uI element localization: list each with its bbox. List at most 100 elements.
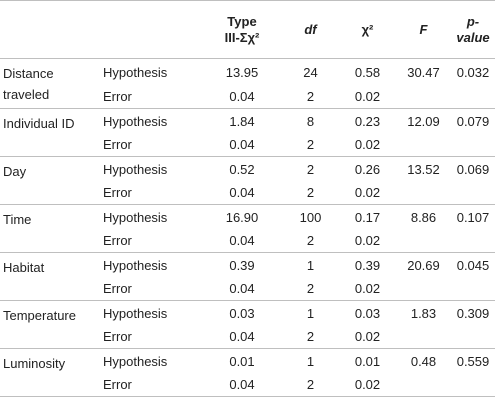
df-cell: 24: [303, 64, 318, 80]
ss-cell: 0.03: [229, 305, 255, 321]
f-cell: [396, 229, 451, 253]
table-row-hypothesis: Time Hypothesis 16.90 100 0.17 8.86 0.107: [0, 205, 495, 230]
f-cell: [396, 325, 451, 349]
table-row-error: Error 0.04 2 0.02: [0, 277, 495, 301]
table-row-error: Error 0.04 2 0.02: [0, 133, 495, 157]
f-cell: 20.69: [407, 257, 440, 273]
chi2-cell: 0.02: [354, 233, 381, 248]
effect-label-cell: Error: [103, 185, 132, 200]
df-cell: 2: [306, 137, 315, 152]
f-cell: 13.52: [407, 161, 440, 177]
df-cell: 2: [306, 89, 315, 104]
effect-label-cell: Hypothesis: [103, 113, 168, 129]
ss-cell: 0.52: [229, 161, 255, 177]
p-cell: [451, 277, 495, 301]
header-df: df: [304, 21, 317, 37]
factor-cell: Day: [3, 164, 27, 179]
factor-cell: Time: [3, 212, 32, 227]
header-p-line1: p-: [466, 13, 480, 29]
chi2-cell: 0.03: [354, 305, 381, 321]
p-cell: 0.032: [456, 64, 490, 80]
effect-label-cell: Hypothesis: [103, 257, 168, 273]
header-type-ss-line2: III-Σχ²: [224, 29, 260, 45]
table-body: Distance traveled Hypothesis 13.95 24 0.58 30…: [0, 59, 495, 397]
table-header: Type III-Σχ² df χ² F p- value: [0, 0, 495, 59]
ss-cell: 0.04: [229, 329, 255, 344]
table-row-hypothesis: Distance traveled Hypothesis 13.95 24 0.58 30…: [0, 59, 495, 103]
header-type-ss: Type III-Σχ²: [202, 1, 282, 59]
f-cell: 30.47: [407, 64, 440, 80]
factor-cell: Temperature: [3, 308, 76, 323]
p-cell: [451, 229, 495, 253]
header-effect: [100, 1, 202, 59]
table-row-error: Error 0.04 2 0.02: [0, 181, 495, 205]
chi2-cell: 0.23: [354, 113, 381, 129]
chi2-cell: 0.02: [354, 377, 381, 392]
chi2-cell: 0.17: [354, 209, 381, 225]
factor-cell: Luminosity: [3, 356, 66, 371]
table-row-hypothesis: Day Hypothesis 0.52 2 0.26 13.52 0.069: [0, 157, 495, 182]
ss-cell: 0.39: [229, 257, 255, 273]
factor-cell: Distance traveled: [3, 66, 54, 102]
chi2-cell: 0.02: [354, 329, 381, 344]
chi2-cell: 0.26: [354, 161, 381, 177]
df-cell: 2: [306, 329, 315, 344]
effect-label-cell: Error: [103, 137, 132, 152]
p-cell: 0.309: [456, 305, 490, 321]
p-cell: 0.079: [456, 113, 490, 129]
effect-label-cell: Error: [103, 329, 132, 344]
table-row-hypothesis: Temperature Hypothesis 0.03 1 0.03 1.83 0.309: [0, 301, 495, 326]
df-cell: 1: [306, 305, 315, 321]
effect-label-cell: Error: [103, 281, 132, 296]
chi2-cell: 0.02: [354, 281, 381, 296]
f-cell: [396, 373, 451, 397]
factor-cell: Habitat: [3, 260, 45, 275]
chi2-cell: 0.39: [354, 257, 381, 273]
header-f: F: [419, 21, 428, 37]
ss-cell: 0.04: [229, 233, 255, 248]
header-row: Type III-Σχ² df χ² F p- value: [0, 0, 495, 59]
p-cell: 0.107: [456, 209, 490, 225]
df-cell: 1: [306, 257, 315, 273]
f-cell: 12.09: [407, 113, 440, 129]
chi2-cell: 0.02: [354, 185, 381, 200]
ss-cell: 0.04: [229, 137, 255, 152]
effect-label-cell: Hypothesis: [103, 353, 168, 369]
effect-label-cell: Hypothesis: [103, 305, 168, 321]
header-p-line2: value: [456, 29, 490, 45]
chi2-cell: 0.01: [354, 353, 381, 369]
effect-label-cell: Error: [103, 377, 132, 392]
header-type-ss-line1: Type: [227, 13, 257, 29]
effect-label-cell: Error: [103, 233, 132, 248]
table-row-error: Error 0.04 2 0.02: [0, 85, 495, 109]
p-cell: [451, 325, 495, 349]
ss-cell: 0.04: [229, 185, 255, 200]
effect-label-cell: Hypothesis: [103, 209, 168, 225]
ss-cell: 0.04: [229, 377, 255, 392]
ss-cell: 0.04: [229, 89, 255, 104]
ss-cell: 1.84: [229, 113, 255, 129]
p-cell: 0.045: [456, 257, 490, 273]
f-cell: 0.48: [410, 353, 437, 369]
p-cell: [451, 373, 495, 397]
p-cell: 0.069: [456, 161, 490, 177]
ss-cell: 16.90: [225, 209, 259, 225]
f-cell: 8.86: [410, 209, 437, 225]
header-chi2: χ²: [361, 21, 374, 37]
chi2-cell: 0.02: [354, 89, 381, 104]
ss-cell: 0.01: [229, 353, 255, 369]
effect-label-cell: Error: [103, 89, 132, 104]
header-factor: [0, 1, 100, 59]
f-cell: 1.83: [410, 305, 437, 321]
table-row-error: Error 0.04 2 0.02: [0, 229, 495, 253]
ss-cell: 0.04: [229, 281, 255, 296]
table-row-hypothesis: Habitat Hypothesis 0.39 1 0.39 20.69 0.045: [0, 253, 495, 278]
factor-cell: Individual ID: [3, 116, 75, 131]
df-cell: 100: [299, 209, 322, 225]
f-cell: [396, 277, 451, 301]
f-cell: [396, 181, 451, 205]
chi2-cell: 0.58: [354, 64, 381, 80]
chi2-cell: 0.02: [354, 137, 381, 152]
df-cell: 2: [306, 233, 315, 248]
